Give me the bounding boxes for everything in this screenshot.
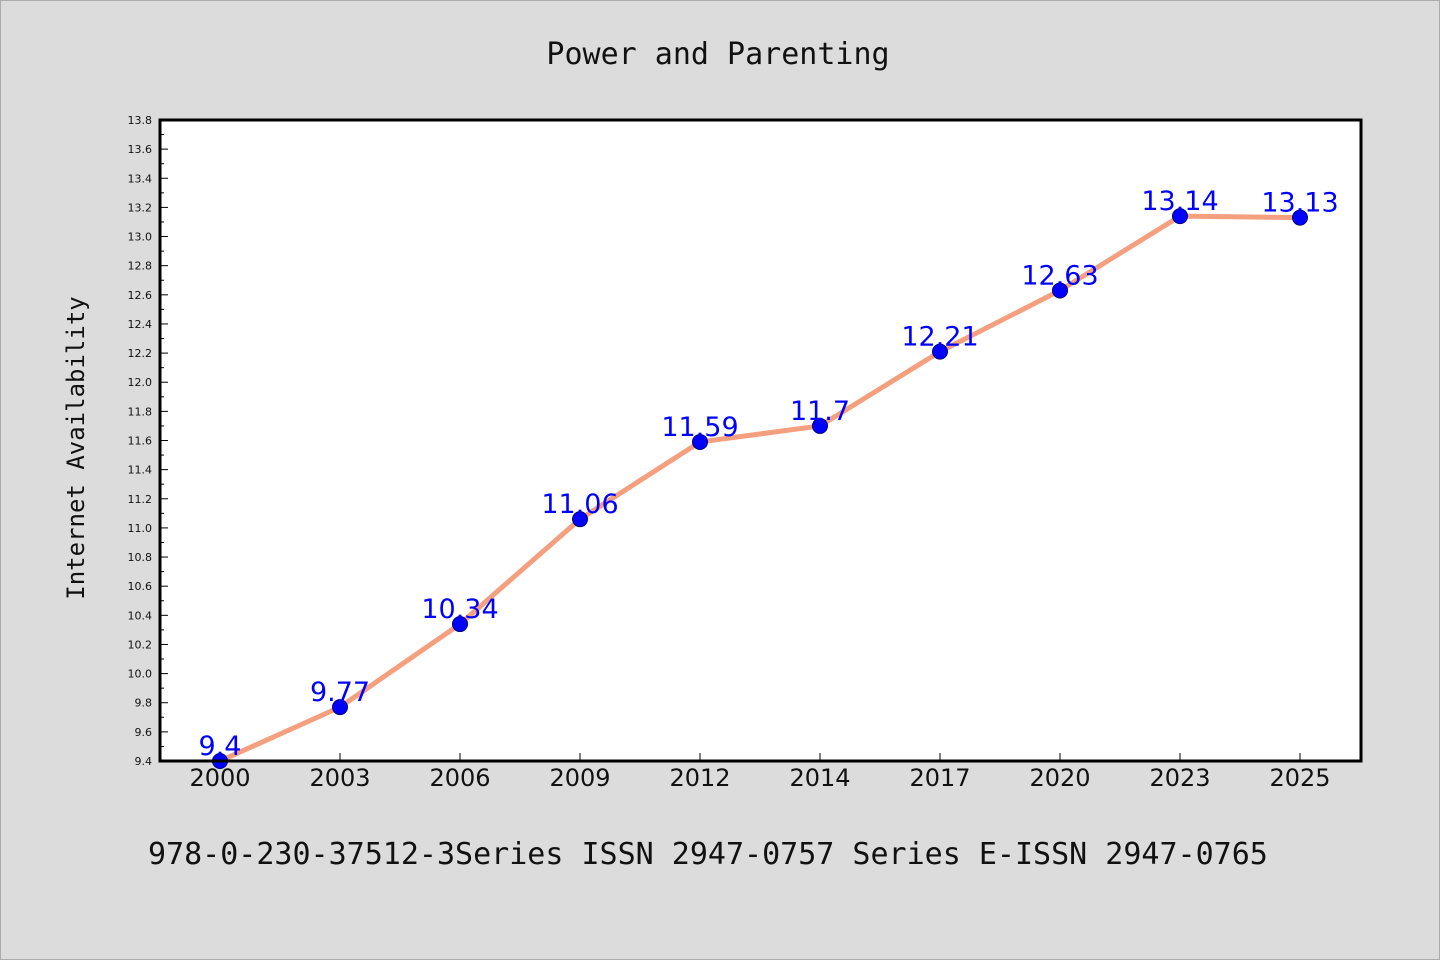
y-tick-label: 13.4 [128, 172, 153, 185]
data-label: 11.59 [661, 412, 738, 443]
x-tick-label: 2025 [1269, 764, 1330, 792]
data-label: 9.4 [199, 731, 242, 762]
y-tick-label: 9.6 [135, 726, 153, 739]
y-tick-label: 9.4 [135, 755, 153, 768]
series-layer: 9.4 9.77 10.34 11.06 11.59 11.7 12.21 12.63 13.1… [199, 186, 1339, 769]
x-tick-label: 2009 [549, 764, 610, 792]
data-point [1292, 209, 1308, 226]
data-label: 11.06 [541, 489, 618, 520]
y-axis: 9.4 9.6 9.8 10.0 10.2 10.4 10.6 10.8 11.0 11.2 11.… [128, 114, 168, 768]
data-point [332, 699, 348, 716]
data-label: 12.63 [1021, 260, 1098, 291]
y-tick-label: 12.0 [128, 376, 153, 389]
x-tick-label: 2017 [909, 764, 970, 792]
data-point [812, 417, 828, 434]
y-tick-label: 11.6 [128, 435, 153, 448]
data-label: 11.7 [790, 396, 850, 427]
chart-title: Power and Parenting [546, 37, 889, 72]
series-line [217, 213, 1303, 764]
x-axis: 2000 2003 2006 2009 2012 2014 2017 2020 2023 2025 [189, 753, 1331, 792]
y-tick-label: 13.0 [128, 231, 153, 244]
x-tick-label: 2014 [789, 764, 850, 792]
y-tick-label: 11.2 [128, 493, 153, 506]
data-label: 10.34 [421, 594, 498, 625]
y-tick-label: 12.4 [128, 318, 153, 331]
x-tick-label: 2006 [429, 764, 490, 792]
footer-isbn-issn: 978-0-230-37512-3Series ISSN 2947-0757 S… [148, 837, 1268, 872]
data-point [1172, 208, 1188, 225]
x-tick-label: 2023 [1149, 764, 1210, 792]
y-tick-label: 12.2 [128, 347, 153, 360]
x-tick-label: 2012 [669, 764, 730, 792]
y-tick-label: 13.8 [128, 114, 153, 127]
y-tick-label: 13.2 [128, 201, 153, 214]
data-point [572, 511, 588, 528]
y-tick-label: 13.6 [128, 143, 153, 156]
y-tick-label: 9.8 [135, 697, 153, 710]
y-axis-label: Internet Availability [62, 296, 90, 599]
data-label: 13.13 [1261, 188, 1338, 219]
data-point [692, 433, 708, 450]
x-tick-label: 2003 [309, 764, 370, 792]
data-point [452, 616, 468, 633]
data-label: 12.21 [901, 322, 978, 353]
y-tick-label: 11.0 [128, 522, 153, 535]
y-tick-label: 10.0 [128, 668, 153, 681]
data-point [932, 343, 948, 360]
y-tick-label: 12.8 [128, 260, 153, 273]
y-tick-label: 10.2 [128, 638, 153, 651]
y-tick-label: 10.6 [128, 580, 153, 593]
plot-frame [158, 118, 1363, 763]
x-tick-label: 2020 [1029, 764, 1090, 792]
data-point [1052, 282, 1068, 299]
y-tick-label: 11.8 [128, 405, 153, 418]
y-tick-label: 12.6 [128, 289, 153, 302]
data-label: 9.77 [310, 677, 370, 708]
y-tick-label: 10.8 [128, 551, 153, 564]
data-label: 13.14 [1141, 186, 1218, 217]
y-tick-label: 10.4 [128, 609, 153, 622]
y-tick-label: 11.4 [128, 464, 153, 477]
